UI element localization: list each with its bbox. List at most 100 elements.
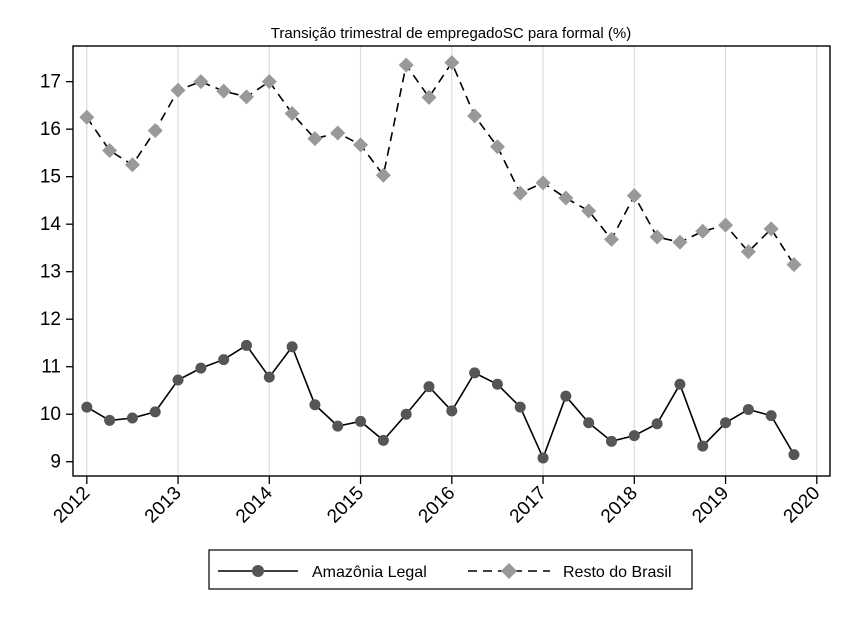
series-amazonia-legal <box>81 339 800 464</box>
data-point <box>238 89 254 105</box>
data-point <box>172 374 184 386</box>
data-point <box>763 221 779 237</box>
data-point <box>102 143 118 159</box>
x-axis: 2012 2013 2014 2015 2016 2017 2018 2019 2020 <box>50 476 825 528</box>
y-tick-label: 16 <box>40 119 61 140</box>
data-point <box>603 231 619 247</box>
data-point <box>81 401 93 413</box>
data-point <box>628 430 640 442</box>
data-point <box>216 83 232 99</box>
data-point <box>147 123 163 139</box>
legend-label: Amazônia Legal <box>312 564 427 581</box>
data-point <box>355 415 367 427</box>
y-tick-label: 13 <box>40 262 61 283</box>
data-point <box>149 406 161 418</box>
data-point <box>560 390 572 402</box>
data-point <box>581 203 597 219</box>
data-point <box>786 257 802 273</box>
y-axis: 9 10 11 12 13 14 15 16 17 <box>40 72 73 473</box>
legend-item: Resto do Brasil <box>468 563 672 581</box>
data-point <box>170 82 186 98</box>
data-point <box>537 452 549 464</box>
data-point <box>444 55 460 71</box>
series-line <box>86 60 795 265</box>
chart-title: Transição trimestral de empregadoSC para… <box>271 25 631 42</box>
y-tick-label: 9 <box>50 452 61 473</box>
data-point <box>788 449 800 461</box>
x-tick-label: 2019 <box>688 483 733 528</box>
series-resto-do-brasil <box>79 55 802 273</box>
data-point <box>332 420 344 432</box>
legend-label: Resto do Brasil <box>563 564 672 581</box>
data-point <box>240 339 252 351</box>
x-tick-label: 2020 <box>780 483 825 528</box>
series-line <box>86 344 795 461</box>
legend-box <box>208 549 693 590</box>
grid-lines <box>86 46 818 476</box>
data-point <box>742 403 754 415</box>
legend: Amazônia Legal Resto do Brasil <box>208 549 693 590</box>
data-point <box>309 399 321 411</box>
x-tick-label: 2015 <box>323 483 368 528</box>
y-tick-label: 12 <box>40 309 61 330</box>
data-point <box>353 137 369 153</box>
data-point <box>672 234 688 250</box>
data-point <box>104 414 116 426</box>
data-point <box>695 223 711 239</box>
data-point <box>400 408 412 420</box>
data-point <box>605 435 617 447</box>
data-point <box>512 185 528 201</box>
data-point <box>330 125 346 141</box>
data-point <box>261 74 277 90</box>
data-point <box>469 367 481 379</box>
legend-marker <box>501 563 517 579</box>
data-point <box>674 378 686 390</box>
data-point <box>491 378 503 390</box>
data-point <box>126 412 138 424</box>
data-point <box>423 381 435 393</box>
data-point <box>218 354 230 366</box>
data-point <box>514 401 526 413</box>
data-point <box>307 131 323 147</box>
x-tick-label: 2013 <box>141 483 186 528</box>
data-point <box>375 167 391 183</box>
data-point <box>697 440 709 452</box>
data-point <box>651 418 663 430</box>
data-point <box>718 217 734 233</box>
y-tick-label: 11 <box>41 357 61 378</box>
data-point <box>489 139 505 155</box>
data-point <box>467 108 483 124</box>
series-layer <box>79 55 802 464</box>
y-tick-label: 17 <box>40 72 61 93</box>
data-point <box>626 188 642 204</box>
data-point <box>421 89 437 105</box>
data-point <box>583 417 595 429</box>
data-point <box>284 105 300 121</box>
data-point <box>398 57 414 73</box>
x-tick-label: 2018 <box>597 483 642 528</box>
y-tick-label: 10 <box>40 404 61 425</box>
data-point <box>740 244 756 260</box>
data-point <box>79 109 95 125</box>
data-point <box>377 434 389 446</box>
data-point <box>558 190 574 206</box>
x-tick-label: 2017 <box>506 483 551 528</box>
x-tick-label: 2014 <box>232 482 277 527</box>
data-point <box>535 175 551 191</box>
data-point <box>649 229 665 245</box>
data-point <box>195 362 207 374</box>
data-point <box>263 371 275 383</box>
legend-marker <box>252 565 264 577</box>
data-point <box>765 410 777 422</box>
data-point <box>446 405 458 417</box>
data-point <box>286 341 298 353</box>
data-point <box>720 417 732 429</box>
y-tick-label: 15 <box>40 167 61 188</box>
x-tick-label: 2016 <box>415 483 460 528</box>
x-tick-label: 2012 <box>50 483 95 528</box>
data-point <box>193 74 209 90</box>
y-tick-label: 14 <box>40 214 62 235</box>
legend-item: Amazônia Legal <box>218 564 427 581</box>
data-point <box>124 157 140 173</box>
